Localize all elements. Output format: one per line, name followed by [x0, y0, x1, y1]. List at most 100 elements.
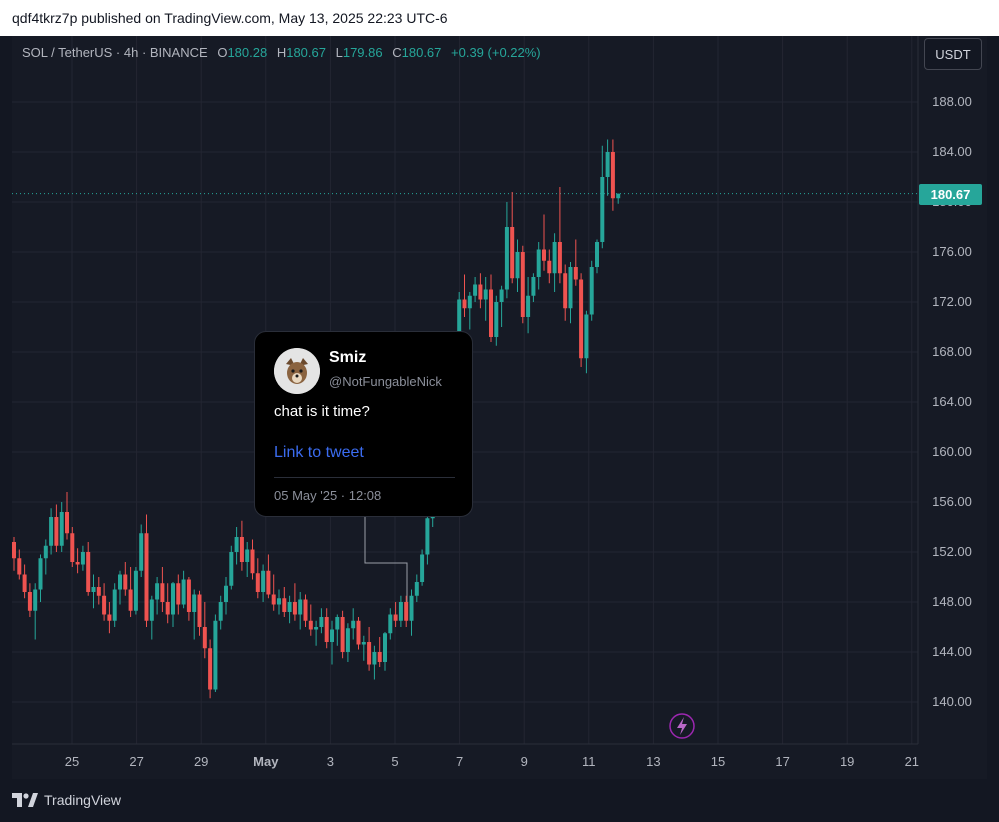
y-tick-label: 152.00	[932, 544, 972, 559]
candle	[589, 260, 594, 321]
candle	[27, 583, 32, 617]
candle	[38, 554, 43, 602]
candle	[552, 233, 557, 292]
candle-body	[563, 273, 568, 309]
tweet-author-name: Smiz	[329, 349, 367, 366]
candle-body	[91, 587, 96, 592]
candle	[277, 589, 281, 615]
candle	[367, 627, 372, 671]
candle	[282, 587, 287, 617]
candle-body	[224, 585, 228, 602]
candle-body	[600, 177, 605, 242]
candle-body	[181, 579, 186, 605]
candle	[234, 527, 239, 565]
candle	[584, 310, 589, 374]
candle-body	[250, 549, 255, 574]
candle-body	[531, 277, 536, 296]
candle	[547, 249, 552, 284]
candle	[324, 608, 329, 649]
candle-body	[27, 592, 32, 611]
chart-frame[interactable]	[12, 36, 987, 779]
open-label: O	[217, 45, 228, 60]
candle-body	[277, 598, 281, 605]
candle-body	[102, 595, 107, 615]
candle-body	[462, 299, 467, 309]
tweet-author-handle: @NotFungableNick	[329, 374, 442, 389]
candle-body	[510, 227, 515, 279]
candle-body	[149, 599, 154, 621]
candle	[579, 273, 584, 367]
candle	[229, 545, 234, 590]
candle-body	[303, 599, 308, 621]
candle	[22, 564, 27, 599]
candle	[118, 570, 122, 605]
candle-body	[616, 193, 621, 199]
candle-body	[234, 537, 239, 552]
tweet-card[interactable]: Smiz @NotFungableNick chat is it time? L…	[254, 331, 473, 517]
candle-body	[367, 642, 372, 665]
candle	[605, 139, 610, 196]
candle	[298, 592, 303, 630]
candle	[255, 558, 260, 599]
footer-brand[interactable]: TradingView	[12, 789, 121, 811]
candle	[266, 554, 271, 599]
x-tick-label: 29	[194, 754, 208, 769]
candle	[610, 139, 615, 211]
candle-body	[425, 518, 430, 555]
candle	[128, 567, 133, 617]
candle-body	[515, 252, 520, 279]
lightning-icon[interactable]	[669, 713, 695, 739]
x-tick-label: 5	[391, 754, 398, 769]
candle	[372, 645, 377, 680]
candle	[345, 623, 350, 662]
candle-body	[536, 249, 541, 277]
tweet-date: 05 May '25 · 12:08	[274, 488, 382, 503]
candle-body	[213, 620, 218, 690]
candle-body	[245, 549, 250, 562]
candle-body	[59, 512, 64, 546]
x-tick-label: 15	[711, 754, 725, 769]
candle	[462, 274, 467, 317]
candle-body	[75, 562, 80, 565]
candle	[515, 239, 520, 292]
candle-body	[287, 602, 292, 612]
currency-button[interactable]: USDT	[924, 38, 982, 70]
candle-body	[595, 242, 599, 267]
candle-body	[526, 295, 531, 317]
symbol-label[interactable]: SOL / TetherUS · 4h · BINANCE	[22, 45, 208, 60]
high-label: H	[276, 45, 287, 60]
candle	[102, 583, 107, 621]
candle-body	[499, 289, 504, 302]
candle	[112, 583, 117, 627]
candle	[568, 262, 573, 324]
candle-body	[12, 542, 16, 559]
tweet-link[interactable]: Link to tweet	[274, 444, 364, 461]
candle	[536, 242, 541, 290]
tweet-text: chat is it time?	[274, 403, 370, 420]
candle	[218, 595, 223, 630]
y-tick-label: 144.00	[932, 644, 972, 659]
candle-body	[494, 302, 499, 337]
candle-body	[86, 552, 91, 592]
candle	[107, 602, 112, 634]
candle-body	[118, 574, 122, 590]
x-tick-label: 17	[775, 754, 789, 769]
candle	[356, 617, 361, 650]
candle-body	[589, 267, 594, 315]
candle	[330, 620, 334, 665]
candle-body	[478, 284, 483, 300]
candle	[202, 602, 207, 659]
candle	[245, 542, 250, 577]
candle	[404, 595, 409, 627]
last-price-badge: 180.67	[919, 184, 982, 205]
candle	[483, 277, 488, 321]
x-tick-label: 21	[905, 754, 919, 769]
candle	[595, 239, 599, 274]
candle	[171, 582, 175, 627]
x-tick-label: 25	[65, 754, 79, 769]
candle-body	[261, 570, 266, 592]
close-label: C	[392, 45, 402, 60]
candle-body	[271, 594, 276, 605]
tradingview-logo-icon	[12, 793, 38, 807]
